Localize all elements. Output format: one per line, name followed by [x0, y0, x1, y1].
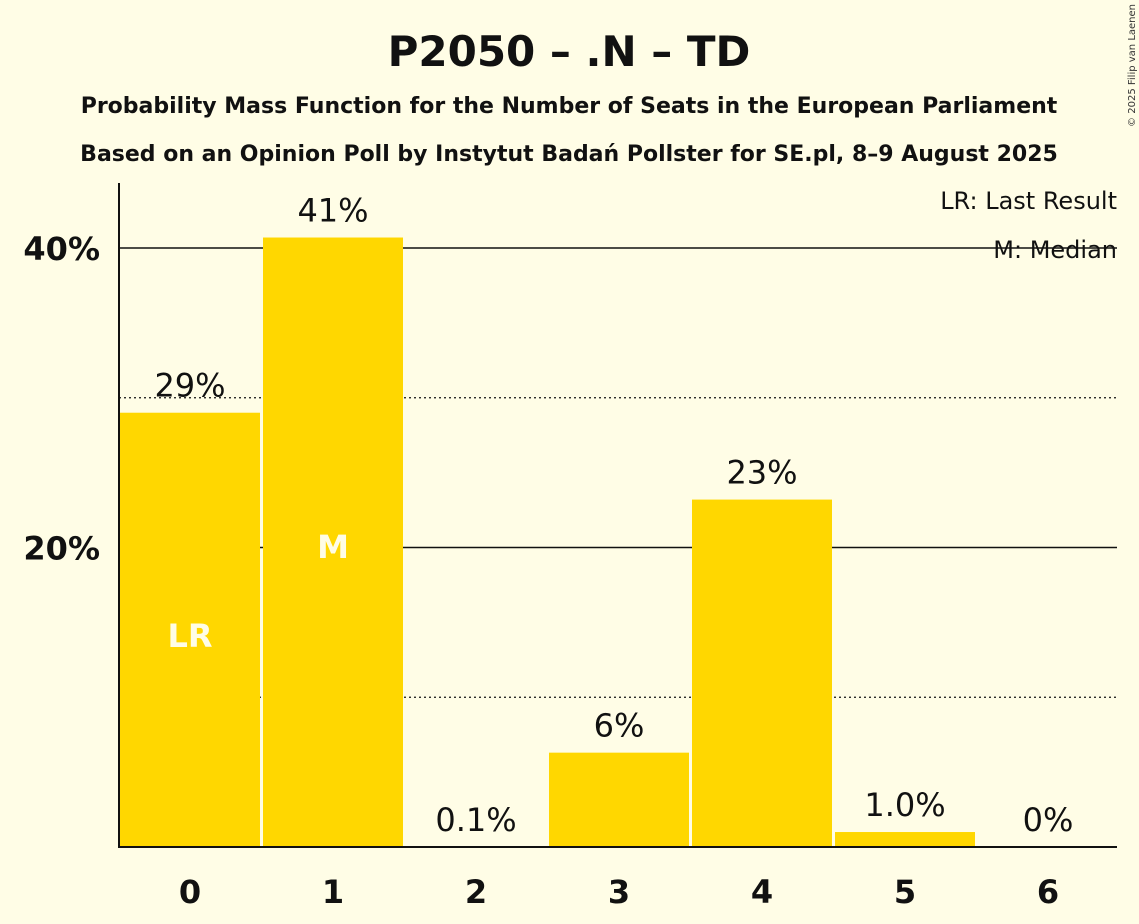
bar-4 — [692, 499, 832, 847]
data-label-1: 41% — [297, 192, 368, 230]
x-tick-label-3: 3 — [608, 873, 630, 911]
value-labels: 29% LR 41% M 0.1% 6% 23% 1.0% 0% — [154, 192, 1073, 839]
data-label-4: 23% — [726, 454, 797, 492]
data-label-0: 29% — [154, 367, 225, 405]
axes: 20% 40% 0 1 2 3 4 5 6 — [23, 183, 1117, 911]
y-tick-label: 20% — [23, 530, 100, 568]
chart-subtitle-2: Based on an Opinion Poll by Instytut Bad… — [80, 142, 1058, 167]
bar-1 — [263, 237, 403, 847]
x-tick-label-4: 4 — [751, 873, 773, 911]
bar-5 — [835, 832, 975, 847]
data-label-2: 0.1% — [435, 801, 516, 839]
bar-0 — [120, 412, 260, 847]
bar-3 — [549, 752, 689, 847]
in-bar-label-m: M — [317, 528, 349, 566]
x-tick-label-6: 6 — [1037, 873, 1059, 911]
data-label-3: 6% — [594, 707, 645, 745]
data-label-6: 0% — [1023, 801, 1074, 839]
x-tick-label-1: 1 — [322, 873, 344, 911]
legend-median: M: Median — [993, 236, 1117, 264]
legend-last-result: LR: Last Result — [940, 187, 1117, 215]
data-label-5: 1.0% — [864, 786, 945, 824]
x-tick-label-0: 0 — [179, 873, 201, 911]
x-tick-label-5: 5 — [894, 873, 916, 911]
x-tick-label-2: 2 — [465, 873, 487, 911]
in-bar-label-lr: LR — [167, 617, 212, 655]
copyright-notice: © 2025 Filip van Laenen — [1127, 4, 1138, 127]
bars — [120, 237, 975, 847]
y-tick-label: 40% — [23, 230, 100, 268]
chart-title: P2050 – .N – TD — [388, 27, 751, 76]
chart-subtitle-1: Probability Mass Function for the Number… — [81, 94, 1058, 119]
